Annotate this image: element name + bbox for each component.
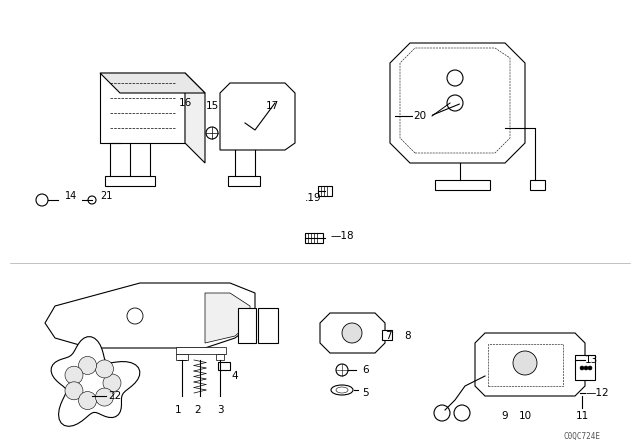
Circle shape	[95, 360, 113, 378]
Polygon shape	[45, 283, 255, 348]
Text: C0QC724E: C0QC724E	[563, 431, 600, 440]
Bar	[216, 354, 224, 360]
Bar	[382, 330, 392, 340]
Polygon shape	[100, 73, 205, 93]
Text: 14: 14	[65, 191, 77, 201]
Text: 3: 3	[217, 405, 223, 415]
Bar	[258, 308, 278, 343]
Text: .19: .19	[305, 193, 322, 203]
Text: 5: 5	[362, 388, 369, 398]
Circle shape	[127, 308, 143, 324]
Text: 9: 9	[502, 411, 508, 421]
Text: 11: 11	[575, 411, 589, 421]
Circle shape	[588, 366, 592, 370]
Text: 2: 2	[195, 405, 202, 415]
Bar	[176, 354, 188, 360]
Text: 22: 22	[108, 391, 121, 401]
Text: 1: 1	[175, 405, 181, 415]
Text: 4: 4	[232, 371, 238, 381]
Polygon shape	[51, 337, 140, 426]
Polygon shape	[475, 333, 585, 396]
Bar	[488, 344, 563, 386]
Circle shape	[336, 364, 348, 376]
Text: 6: 6	[362, 365, 369, 375]
Bar	[238, 308, 256, 343]
Bar	[530, 180, 545, 190]
Circle shape	[513, 351, 537, 375]
Bar	[176, 347, 226, 354]
Circle shape	[79, 392, 97, 409]
Polygon shape	[390, 43, 525, 163]
Polygon shape	[205, 293, 250, 343]
Circle shape	[65, 382, 83, 400]
Bar	[105, 176, 155, 186]
Text: 7: 7	[385, 331, 391, 341]
Text: 8: 8	[404, 331, 412, 341]
Bar	[318, 186, 332, 196]
Text: 16: 16	[179, 98, 191, 108]
Polygon shape	[320, 313, 385, 353]
Circle shape	[79, 357, 97, 375]
Circle shape	[342, 323, 362, 343]
Text: 15: 15	[205, 101, 219, 111]
Bar	[218, 362, 230, 370]
Bar	[305, 233, 323, 243]
Circle shape	[103, 374, 121, 392]
Bar	[575, 355, 595, 380]
Circle shape	[454, 405, 470, 421]
Circle shape	[36, 194, 48, 206]
Circle shape	[206, 127, 218, 139]
Bar	[228, 176, 260, 186]
Circle shape	[580, 366, 584, 370]
Text: 20: 20	[413, 111, 427, 121]
Circle shape	[434, 405, 450, 421]
Text: 13: 13	[585, 355, 598, 365]
Circle shape	[584, 366, 588, 370]
Ellipse shape	[331, 385, 353, 395]
Text: —12: —12	[585, 388, 609, 398]
Bar	[435, 180, 490, 190]
Polygon shape	[220, 83, 295, 150]
Text: 17: 17	[266, 101, 278, 111]
Circle shape	[447, 95, 463, 111]
Ellipse shape	[336, 387, 348, 393]
Text: —18: —18	[330, 231, 354, 241]
Polygon shape	[100, 73, 185, 143]
Text: 21: 21	[100, 191, 113, 201]
Circle shape	[65, 366, 83, 384]
Circle shape	[447, 70, 463, 86]
Text: 10: 10	[518, 411, 532, 421]
Circle shape	[88, 196, 96, 204]
Circle shape	[95, 388, 113, 406]
Polygon shape	[185, 73, 205, 163]
